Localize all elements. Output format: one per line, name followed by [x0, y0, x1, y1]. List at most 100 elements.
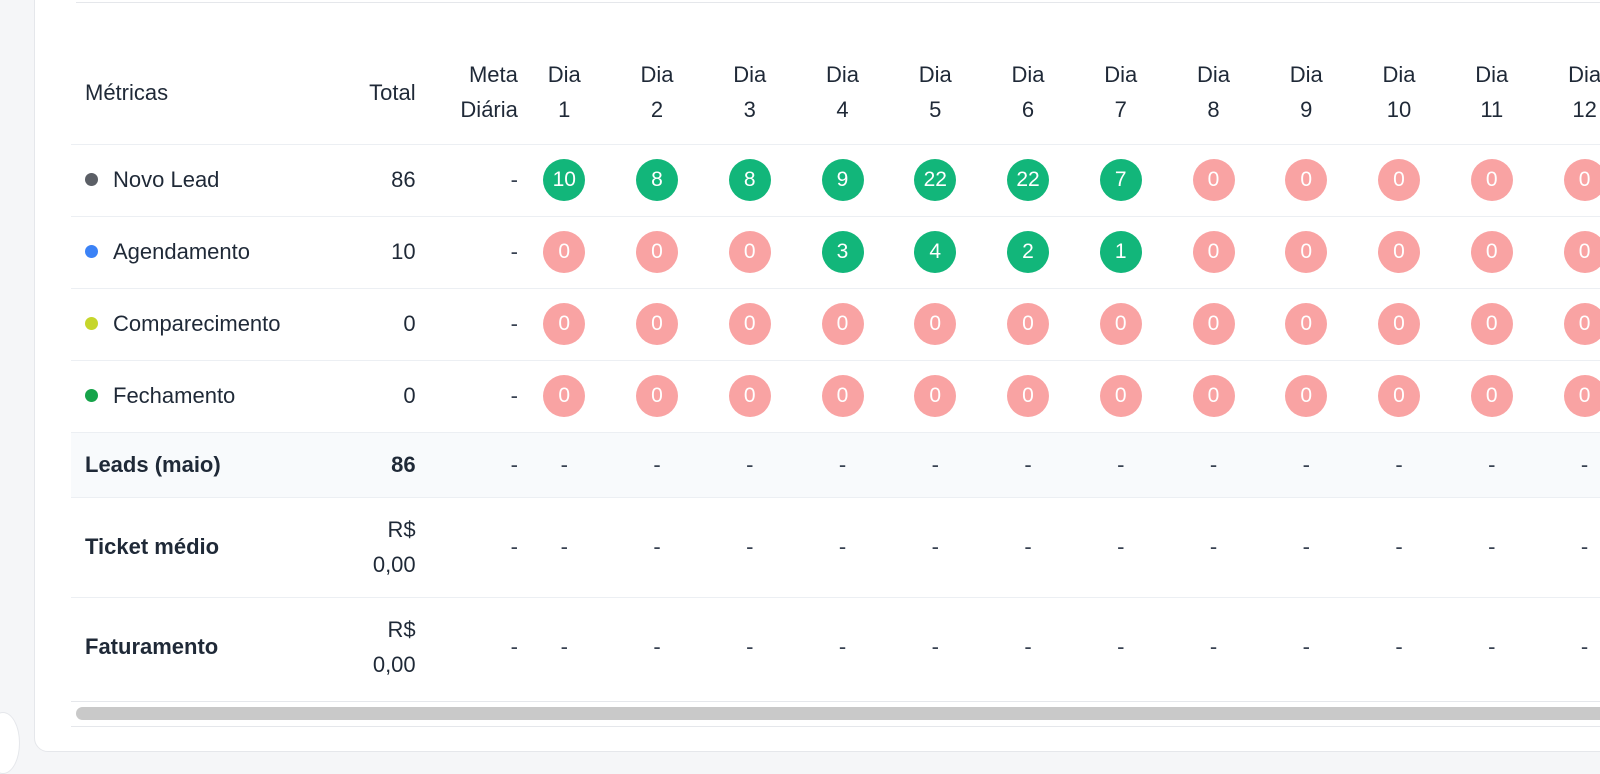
- summary-row: Leads (maio) 86 - - - - - - - - - - - - -: [71, 432, 1600, 497]
- day-value-badge: 22: [914, 159, 957, 201]
- day-cell: 0: [889, 288, 982, 360]
- metric-label: Novo Lead: [113, 167, 220, 192]
- summary-day-value: -: [838, 634, 847, 660]
- day-value-badge: 0: [1378, 159, 1421, 201]
- metric-meta: -: [510, 383, 518, 408]
- summary-name: Ticket médio: [85, 534, 220, 559]
- day-cell: 0: [611, 360, 704, 432]
- day-cell: 4: [889, 216, 982, 288]
- header-dia-5: Dia 5: [889, 41, 982, 144]
- day-cell: 0: [518, 288, 611, 360]
- day-value-badge: 0: [1563, 375, 1600, 417]
- day-value-badge: 1: [1099, 231, 1142, 273]
- summary-name: Faturamento: [85, 634, 219, 660]
- header-day-number: 5: [929, 97, 942, 123]
- metric-name-cell: Novo Lead: [71, 144, 357, 216]
- summary-day-value: -: [1024, 451, 1032, 477]
- summary-total-line1: R$: [387, 617, 416, 643]
- day-value-badge: 0: [1470, 303, 1513, 345]
- day-value-badge: 0: [636, 303, 679, 345]
- summary-day-value: -: [1395, 534, 1403, 559]
- day-value-badge: 0: [1192, 231, 1235, 273]
- day-cell: 22: [982, 144, 1075, 216]
- day-value-badge: 8: [728, 159, 771, 201]
- day-value-badge: 0: [1378, 303, 1421, 345]
- day-cell: 0: [518, 216, 611, 288]
- day-cell: 0: [1538, 360, 1600, 432]
- header-day-word: Dia: [1475, 62, 1509, 88]
- day-value-badge: 0: [1563, 159, 1600, 201]
- summary-day-value: -: [931, 634, 939, 660]
- header-day-number: 7: [1114, 97, 1127, 123]
- header-total: Total: [369, 79, 416, 105]
- day-cell: 9: [796, 144, 889, 216]
- day-value-badge: 0: [1285, 159, 1328, 201]
- day-value-badge: 0: [1378, 375, 1421, 417]
- summary-day-value: -: [746, 451, 754, 477]
- summary-day-value: -: [1302, 634, 1310, 660]
- metric-total: 86: [391, 167, 416, 192]
- summary-day-value: -: [1580, 534, 1589, 559]
- day-value-badge: 0: [543, 375, 586, 417]
- metric-label: Fechamento: [113, 383, 236, 408]
- header-day-number: 4: [836, 97, 849, 123]
- day-value-badge: 4: [914, 231, 957, 273]
- metric-name-cell: Comparecimento: [71, 288, 357, 360]
- day-value-badge: 0: [1192, 159, 1235, 201]
- header-dia-9: Dia 9: [1260, 41, 1353, 144]
- day-cell: 0: [1353, 144, 1446, 216]
- day-value-badge: 3: [821, 231, 864, 273]
- day-cell: 10: [518, 144, 611, 216]
- table-row: Novo Lead 86 -10 8 8 9 22 22 7 0 0 0 0 0: [71, 144, 1600, 216]
- summary-day-value: -: [653, 451, 661, 477]
- header-dia-4: Dia 4: [796, 41, 889, 144]
- day-cell: 0: [1260, 144, 1353, 216]
- summary-day-value: -: [931, 534, 939, 559]
- header-dia-2: Dia 2: [611, 41, 704, 144]
- summary-day-value: -: [1209, 634, 1218, 660]
- summary-day-value: -: [746, 634, 754, 660]
- day-cell: 0: [982, 360, 1075, 432]
- status-dot-icon: [85, 316, 98, 330]
- header-day-number: 8: [1207, 97, 1220, 123]
- day-cell: 0: [703, 216, 796, 288]
- metrics-table: Métricas Total Meta Diária Dia 1 Dia 2 Dia 3 D…: [71, 41, 1600, 697]
- metric-label: Agendamento: [113, 239, 250, 264]
- header-day-number: 12: [1572, 97, 1597, 123]
- day-cell: 0: [1538, 216, 1600, 288]
- day-value-badge: 0: [1192, 375, 1235, 417]
- day-value-badge: 22: [1007, 159, 1050, 201]
- day-cell: 0: [1260, 360, 1353, 432]
- scrollbar-thumb[interactable]: [76, 707, 1600, 720]
- header-day-word: Dia: [918, 62, 952, 88]
- day-cell: 0: [1074, 360, 1167, 432]
- summary-total-line2: 0,00: [372, 652, 416, 678]
- summary-day-value: -: [746, 534, 754, 559]
- day-value-badge: 0: [1563, 303, 1600, 345]
- day-value-badge: 0: [914, 303, 957, 345]
- day-cell: 0: [1445, 216, 1538, 288]
- day-cell: 7: [1074, 144, 1167, 216]
- day-value-badge: 0: [543, 303, 586, 345]
- table-row: Fechamento 0-0 0 0 0 0 0 0 0 0 0 0 0: [71, 360, 1600, 432]
- header-dia-1: Dia 1: [518, 41, 611, 144]
- header-day-word: Dia: [733, 62, 767, 88]
- header-meta-line2: Diária: [460, 97, 518, 123]
- day-value-badge: 0: [543, 231, 586, 273]
- day-value-badge: 0: [1285, 375, 1328, 417]
- metric-total: 0: [403, 383, 416, 408]
- day-value-badge: 0: [1099, 303, 1142, 345]
- header-day-word: Dia: [1197, 62, 1231, 88]
- day-value-badge: 0: [1470, 159, 1513, 201]
- summary-day-value: -: [1209, 534, 1218, 559]
- day-value-badge: 7: [1099, 159, 1142, 201]
- header-dia-6: Dia 6: [982, 41, 1075, 144]
- summary-day-value: -: [838, 534, 847, 559]
- day-value-badge: 0: [1285, 303, 1328, 345]
- header-day-word: Dia: [826, 62, 860, 88]
- day-cell: 0: [1445, 288, 1538, 360]
- summary-day-value: -: [1302, 451, 1310, 477]
- day-cell: 8: [703, 144, 796, 216]
- status-dot-icon: [85, 244, 98, 258]
- horizontal-scrollbar[interactable]: [71, 701, 1600, 727]
